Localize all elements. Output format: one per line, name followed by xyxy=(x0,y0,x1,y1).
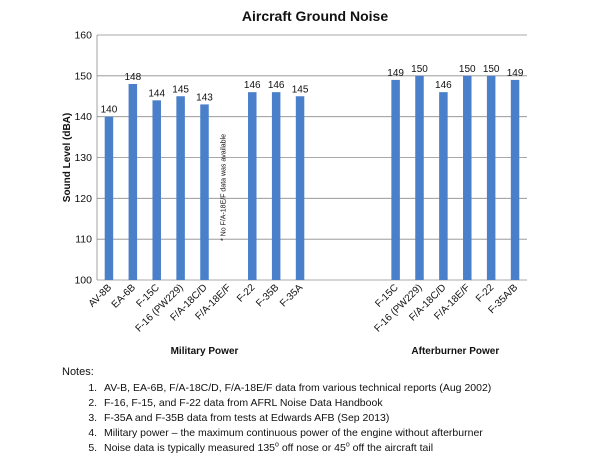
notes-title: Notes: xyxy=(62,366,94,378)
x-category-label: F-35B xyxy=(254,282,281,309)
data-label: 150 xyxy=(411,64,428,75)
y-axis-label: Sound Level (dBA) xyxy=(62,113,73,202)
data-label: 149 xyxy=(507,68,524,79)
data-label: 146 xyxy=(435,80,452,91)
note-item: Military power – the maximum continuous … xyxy=(100,426,491,441)
bar xyxy=(128,84,138,280)
note-item: Noise data is typically measured 135o of… xyxy=(100,441,491,456)
bar xyxy=(510,79,520,281)
data-label: 140 xyxy=(101,105,118,116)
bar xyxy=(391,79,400,281)
note-item: F-16, F-15, and F-22 data from AFRL Nois… xyxy=(100,396,491,411)
group-label: Afterburner Power xyxy=(411,346,499,357)
bar xyxy=(271,92,281,281)
bar xyxy=(295,96,305,280)
note-item: AV-B, EA-6B, F/A-18C/D, F/A-18E/F data f… xyxy=(100,381,491,396)
y-tick-label: 110 xyxy=(75,234,92,246)
bar xyxy=(415,75,424,280)
data-label: 146 xyxy=(268,80,285,91)
y-tick-label: 100 xyxy=(74,275,92,287)
bar xyxy=(248,92,257,281)
bar xyxy=(104,116,114,281)
bar xyxy=(463,75,472,280)
data-label: 145 xyxy=(292,84,309,95)
data-label: 143 xyxy=(196,92,213,103)
y-tick-label: 120 xyxy=(74,193,92,205)
y-tick-label: 140 xyxy=(74,111,92,123)
data-label: 146 xyxy=(244,80,261,91)
y-tick-label: 160 xyxy=(74,30,92,42)
data-label: 149 xyxy=(387,68,404,79)
bar xyxy=(176,96,185,280)
data-label: 144 xyxy=(148,88,165,99)
x-category-label: F-35A xyxy=(278,282,305,309)
notes-list: AV-B, EA-6B, F/A-18C/D, F/A-18E/F data f… xyxy=(62,381,491,456)
note-item: F-35A and F-35B data from tests at Edwar… xyxy=(100,411,491,426)
chart-title: Aircraft Ground Noise xyxy=(242,8,388,24)
data-label: 150 xyxy=(483,64,500,75)
y-tick-label: 130 xyxy=(74,152,92,164)
data-label: 145 xyxy=(172,84,189,95)
bar xyxy=(200,104,209,281)
notes-section: Notes: AV-B, EA-6B, F/A-18C/D, F/A-18E/F… xyxy=(62,365,491,456)
bar-chart: Aircraft Ground Noise 100 110 120 130 140 150 1… xyxy=(62,8,527,357)
data-label: 148 xyxy=(124,72,141,83)
missing-data-annotation: * No F/A-18E/F data was available xyxy=(220,134,227,241)
data-label: 150 xyxy=(459,64,476,75)
y-tick-label: 150 xyxy=(74,70,92,82)
group-label: Military Power xyxy=(171,346,239,357)
bar xyxy=(486,75,496,280)
x-category-label: EA-6B xyxy=(110,282,138,310)
bar xyxy=(152,100,161,280)
bar xyxy=(439,92,448,281)
